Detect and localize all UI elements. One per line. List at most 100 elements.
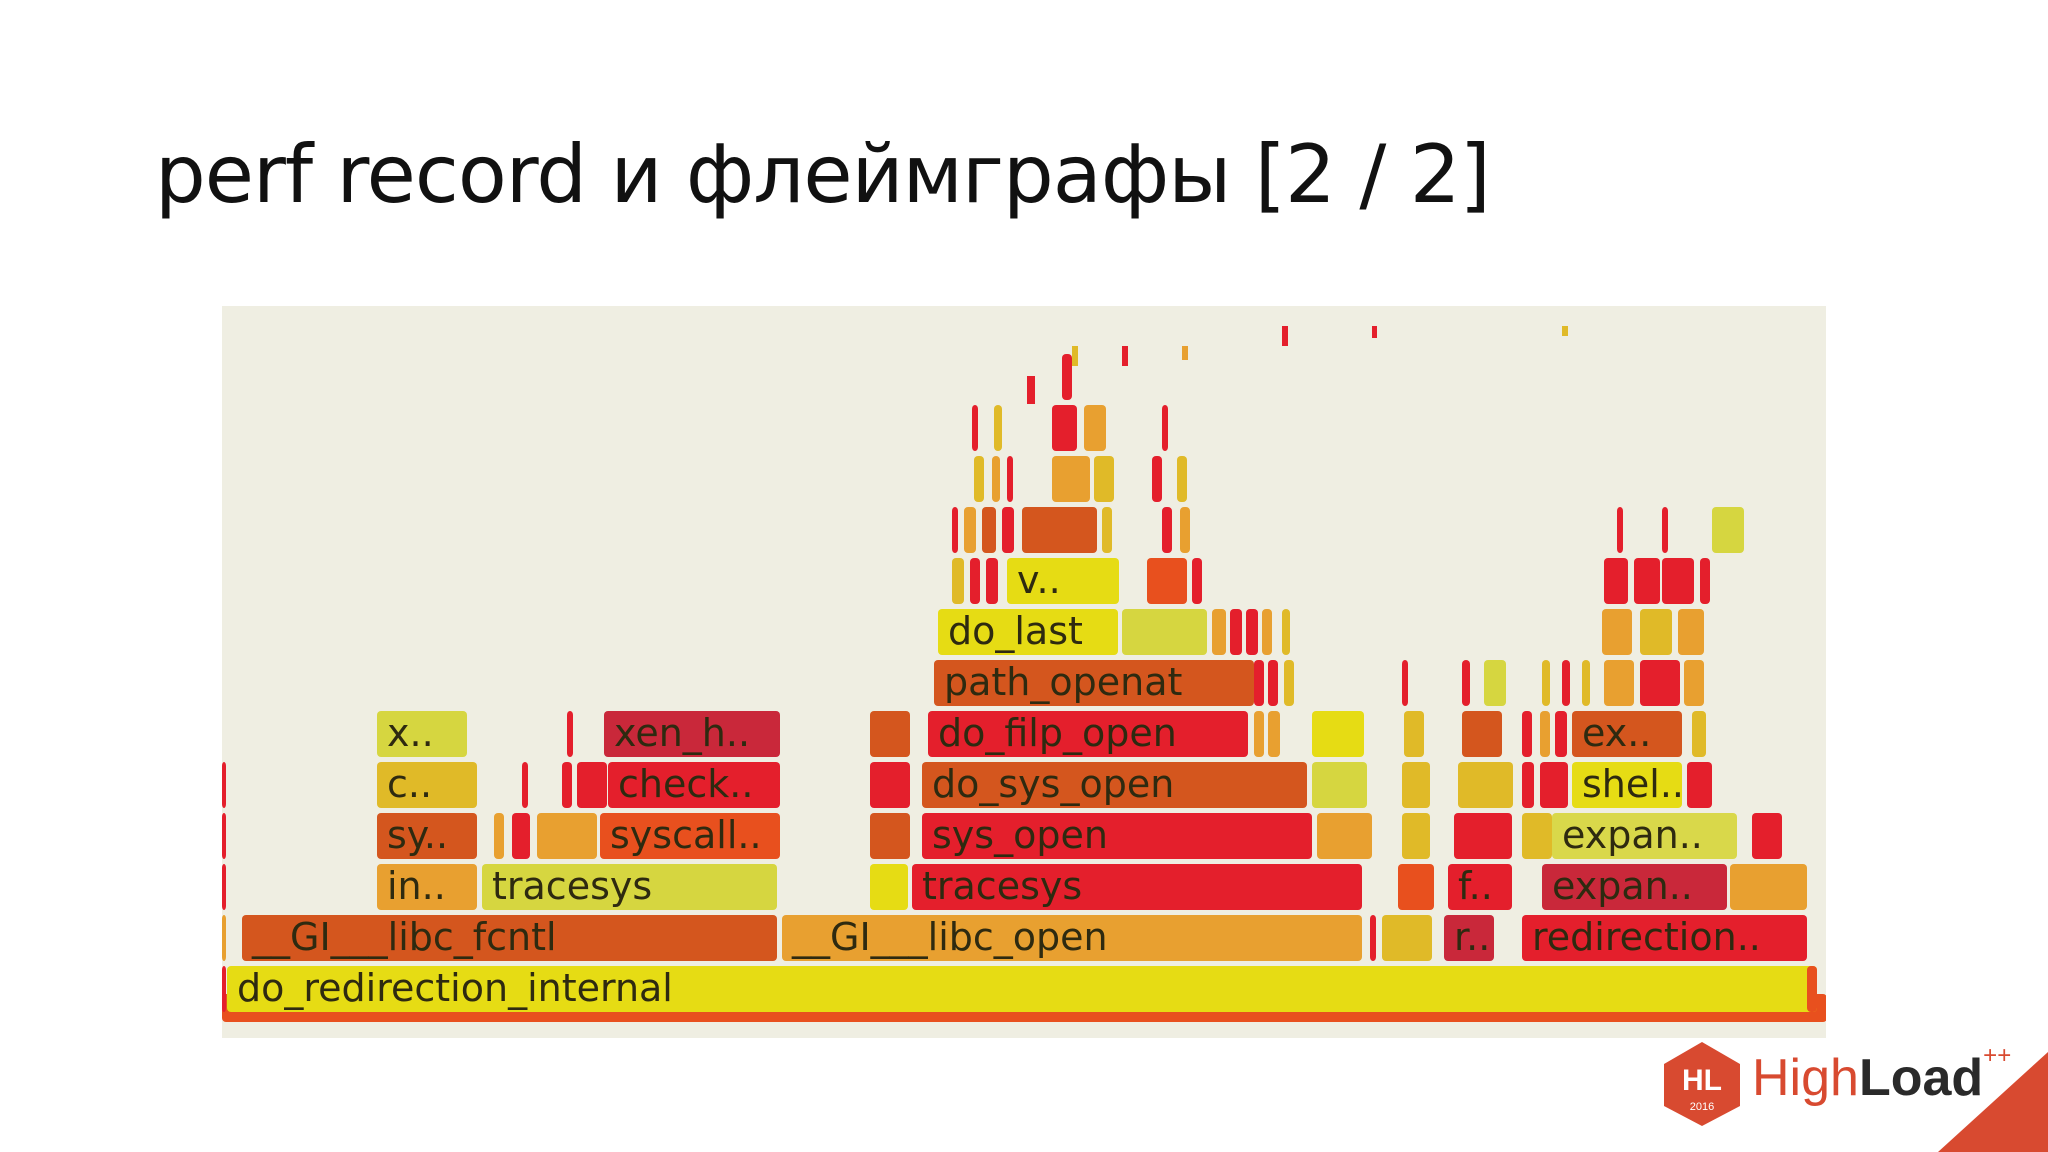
stack-frame[interactable]	[1122, 609, 1207, 655]
frame-syscall[interactable]	[600, 813, 780, 859]
frame-do-sys-open[interactable]	[922, 762, 1307, 808]
stack-frame[interactable]	[1540, 711, 1550, 757]
stack-frame[interactable]	[1152, 456, 1162, 502]
stack-frame[interactable]	[1522, 762, 1534, 808]
stack-frame-spike[interactable]	[1562, 326, 1568, 336]
stack-frame[interactable]	[1684, 660, 1704, 706]
stack-frame[interactable]	[1062, 354, 1072, 400]
stack-frame[interactable]	[1162, 507, 1172, 553]
stack-frame[interactable]	[577, 762, 607, 808]
stack-frame[interactable]	[986, 558, 998, 604]
stack-frame[interactable]	[1262, 609, 1272, 655]
stack-frame[interactable]	[222, 915, 226, 961]
frame-redirection[interactable]	[1522, 915, 1807, 961]
stack-frame[interactable]	[1700, 558, 1710, 604]
stack-frame[interactable]	[870, 813, 910, 859]
stack-frame[interactable]	[1604, 660, 1634, 706]
stack-frame[interactable]	[952, 507, 958, 553]
stack-frame[interactable]	[1192, 558, 1202, 604]
frame-check[interactable]	[608, 762, 780, 808]
stack-frame[interactable]	[1094, 456, 1114, 502]
stack-frame[interactable]	[222, 762, 226, 808]
frame-ex[interactable]	[1572, 711, 1682, 757]
stack-frame[interactable]	[1687, 762, 1712, 808]
stack-frame-spike[interactable]	[1282, 326, 1288, 346]
stack-frame[interactable]	[870, 711, 910, 757]
stack-frame[interactable]	[1730, 864, 1807, 910]
stack-frame[interactable]	[1402, 762, 1430, 808]
stack-frame[interactable]	[1398, 864, 1434, 910]
stack-frame[interactable]	[1268, 660, 1278, 706]
stack-frame[interactable]	[1522, 813, 1552, 859]
stack-frame[interactable]	[1212, 609, 1226, 655]
stack-frame[interactable]	[982, 507, 996, 553]
stack-frame[interactable]	[1268, 711, 1280, 757]
stack-frame[interactable]	[1640, 660, 1680, 706]
stack-frame[interactable]	[1807, 966, 1817, 1012]
stack-frame[interactable]	[1284, 660, 1294, 706]
frame-do-redirection-internal[interactable]	[227, 966, 1817, 1012]
stack-frame[interactable]	[222, 813, 226, 859]
stack-frame[interactable]	[1582, 660, 1590, 706]
stack-frame[interactable]	[1402, 660, 1408, 706]
stack-frame[interactable]	[1634, 558, 1660, 604]
stack-frame[interactable]	[1617, 507, 1623, 553]
stack-frame[interactable]	[1604, 558, 1628, 604]
stack-frame[interactable]	[1555, 711, 1567, 757]
stack-frame[interactable]	[1370, 915, 1376, 961]
stack-frame[interactable]	[952, 558, 964, 604]
stack-frame[interactable]	[1662, 507, 1668, 553]
stack-frame[interactable]	[567, 711, 573, 757]
frame-v[interactable]	[1007, 558, 1119, 604]
stack-frame[interactable]	[494, 813, 504, 859]
stack-frame[interactable]	[1712, 507, 1744, 553]
frame-tracesys-1[interactable]	[482, 864, 777, 910]
stack-frame-spike[interactable]	[1182, 346, 1188, 360]
frame-gi-libc-open[interactable]	[782, 915, 1362, 961]
stack-frame[interactable]	[1692, 711, 1706, 757]
stack-frame[interactable]	[1542, 660, 1550, 706]
stack-frame[interactable]	[1084, 405, 1106, 451]
frame-x[interactable]	[377, 711, 467, 757]
stack-frame[interactable]	[972, 405, 978, 451]
stack-frame[interactable]	[562, 762, 572, 808]
stack-frame[interactable]	[1522, 711, 1532, 757]
stack-frame[interactable]	[1404, 711, 1424, 757]
stack-frame[interactable]	[537, 813, 597, 859]
stack-frame[interactable]	[1562, 660, 1570, 706]
stack-frame[interactable]	[1462, 711, 1502, 757]
stack-frame[interactable]	[1678, 609, 1704, 655]
frame-f[interactable]	[1448, 864, 1512, 910]
stack-frame[interactable]	[512, 813, 530, 859]
stack-frame[interactable]	[1177, 456, 1187, 502]
stack-frame[interactable]	[1640, 609, 1672, 655]
frame-c[interactable]	[377, 762, 477, 808]
frame-path-openat[interactable]	[934, 660, 1254, 706]
frame-sys-open[interactable]	[922, 813, 1312, 859]
frame-r[interactable]	[1444, 915, 1494, 961]
stack-frame[interactable]	[222, 864, 226, 910]
frame-sy[interactable]	[377, 813, 477, 859]
stack-frame[interactable]	[1282, 609, 1290, 655]
stack-frame[interactable]	[1454, 813, 1512, 859]
stack-frame[interactable]	[974, 456, 984, 502]
stack-frame[interactable]	[1246, 609, 1258, 655]
stack-frame[interactable]	[1540, 762, 1568, 808]
frame-expan-1[interactable]	[1542, 864, 1727, 910]
stack-frame[interactable]	[870, 864, 908, 910]
stack-frame[interactable]	[222, 966, 226, 1012]
stack-frame[interactable]	[964, 507, 976, 553]
frame-xen-h[interactable]	[604, 711, 780, 757]
stack-frame[interactable]	[1022, 507, 1097, 553]
stack-frame[interactable]	[1317, 813, 1372, 859]
stack-frame[interactable]	[1458, 762, 1513, 808]
stack-frame[interactable]	[1382, 915, 1432, 961]
stack-frame[interactable]	[1180, 507, 1190, 553]
stack-frame[interactable]	[1162, 405, 1168, 451]
stack-frame[interactable]	[1662, 558, 1694, 604]
stack-frame-spike[interactable]	[1027, 376, 1035, 404]
frame-gi-libc-fcntl[interactable]	[242, 915, 777, 961]
stack-frame[interactable]	[1102, 507, 1112, 553]
stack-frame[interactable]	[1052, 405, 1077, 451]
stack-frame[interactable]	[992, 456, 1000, 502]
